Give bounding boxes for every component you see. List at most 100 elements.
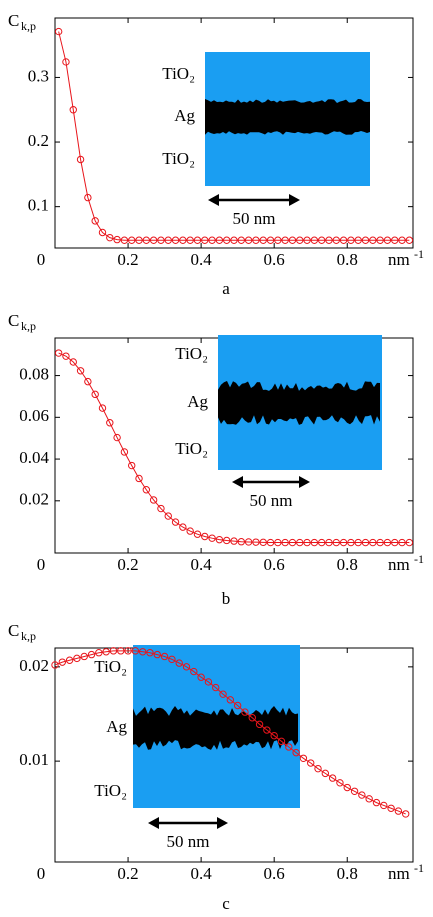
- y-tick-label: 0.1: [28, 196, 49, 215]
- data-point: [285, 743, 293, 751]
- data-point: [325, 538, 333, 547]
- data-point: [58, 658, 67, 666]
- data-point: [317, 538, 326, 547]
- data-point: [160, 652, 169, 661]
- data-point: [212, 683, 220, 692]
- data-point: [69, 358, 77, 366]
- y-tick-label: 0.02: [19, 656, 49, 675]
- data-point: [274, 538, 282, 547]
- data-point: [325, 236, 333, 244]
- y-axis-label-subscript: k,p: [21, 319, 36, 333]
- data-point: [383, 236, 392, 244]
- data-point: [405, 538, 414, 547]
- y-tick-label: 0.3: [28, 66, 49, 85]
- data-point: [120, 236, 129, 244]
- layer-label: TiO₂: [175, 344, 208, 363]
- data-point: [179, 236, 187, 244]
- data-point: [69, 106, 77, 114]
- y-tick-label: 0.04: [19, 448, 49, 467]
- data-point: [230, 537, 238, 545]
- data-point: [237, 538, 246, 546]
- x-tick-label: 0.6: [264, 555, 285, 574]
- data-point: [347, 538, 355, 547]
- data-point: [128, 461, 136, 470]
- x-tick-label: 0.6: [264, 250, 285, 269]
- data-point: [215, 535, 224, 544]
- data-point: [215, 236, 224, 244]
- data-point: [255, 720, 264, 729]
- data-point: [288, 538, 297, 547]
- data-point: [310, 236, 319, 244]
- data-point: [142, 236, 151, 244]
- data-point: [98, 228, 107, 237]
- data-point: [394, 807, 403, 815]
- panel-label: a: [222, 279, 230, 298]
- data-point: [175, 659, 183, 667]
- data-point: [65, 656, 74, 664]
- data-point: [157, 236, 165, 244]
- data-point: [391, 236, 399, 244]
- x-tick-label: 0.2: [117, 555, 138, 574]
- data-point: [317, 236, 326, 244]
- data-point: [336, 779, 344, 787]
- data-point: [62, 352, 70, 360]
- x-tick-label: 0.8: [337, 864, 358, 883]
- data-point: [106, 233, 114, 242]
- panel-label: b: [222, 589, 231, 608]
- data-point: [266, 538, 275, 547]
- data-point: [190, 667, 198, 676]
- data-point: [332, 538, 340, 547]
- data-point: [149, 496, 158, 504]
- x-tick-label: 0.2: [117, 864, 138, 883]
- x-tick-label: 0.8: [337, 555, 358, 574]
- silver-layer: [205, 99, 370, 135]
- data-point: [186, 236, 194, 244]
- data-point: [113, 433, 121, 442]
- data-point: [307, 759, 315, 767]
- data-point: [296, 236, 304, 244]
- data-point: [208, 236, 216, 244]
- data-point: [157, 504, 165, 513]
- data-point: [91, 390, 99, 399]
- data-point: [361, 538, 370, 547]
- y-tick-label: 0.2: [28, 131, 49, 150]
- data-point: [87, 650, 96, 659]
- data-point: [259, 538, 267, 547]
- data-point: [168, 655, 176, 664]
- x-axis-label-superscript: -1: [414, 247, 424, 261]
- data-point: [372, 798, 381, 807]
- data-point: [204, 678, 213, 686]
- data-point: [80, 652, 88, 661]
- data-point: [193, 530, 202, 538]
- data-point: [252, 236, 260, 244]
- data-point: [274, 236, 282, 244]
- data-point: [401, 810, 410, 818]
- data-point: [164, 236, 172, 244]
- data-point: [171, 518, 180, 526]
- y-tick-label: 0.02: [19, 490, 49, 509]
- data-point: [332, 236, 340, 244]
- scale-arrow-head: [289, 194, 300, 206]
- data-point: [380, 801, 388, 810]
- data-point: [281, 538, 289, 547]
- y-axis-label-subscript: k,p: [21, 629, 36, 643]
- x-tick-label: 0.2: [117, 250, 138, 269]
- data-line: [58, 352, 410, 544]
- scale-arrow-head: [208, 194, 219, 206]
- silver-layer: [218, 381, 380, 425]
- x-tick-label: 0: [37, 555, 46, 574]
- data-point: [219, 690, 227, 698]
- data-point: [149, 236, 158, 244]
- data-point: [383, 538, 392, 547]
- data-point: [387, 804, 395, 812]
- silver-layer: [133, 706, 298, 750]
- data-point: [266, 236, 275, 244]
- data-point: [142, 486, 151, 494]
- data-point: [153, 650, 161, 659]
- data-point: [339, 538, 348, 547]
- x-axis-label: nm: [388, 555, 410, 574]
- data-point: [299, 754, 308, 762]
- x-axis-label-superscript: -1: [414, 552, 424, 566]
- x-tick-label: 0: [37, 864, 46, 883]
